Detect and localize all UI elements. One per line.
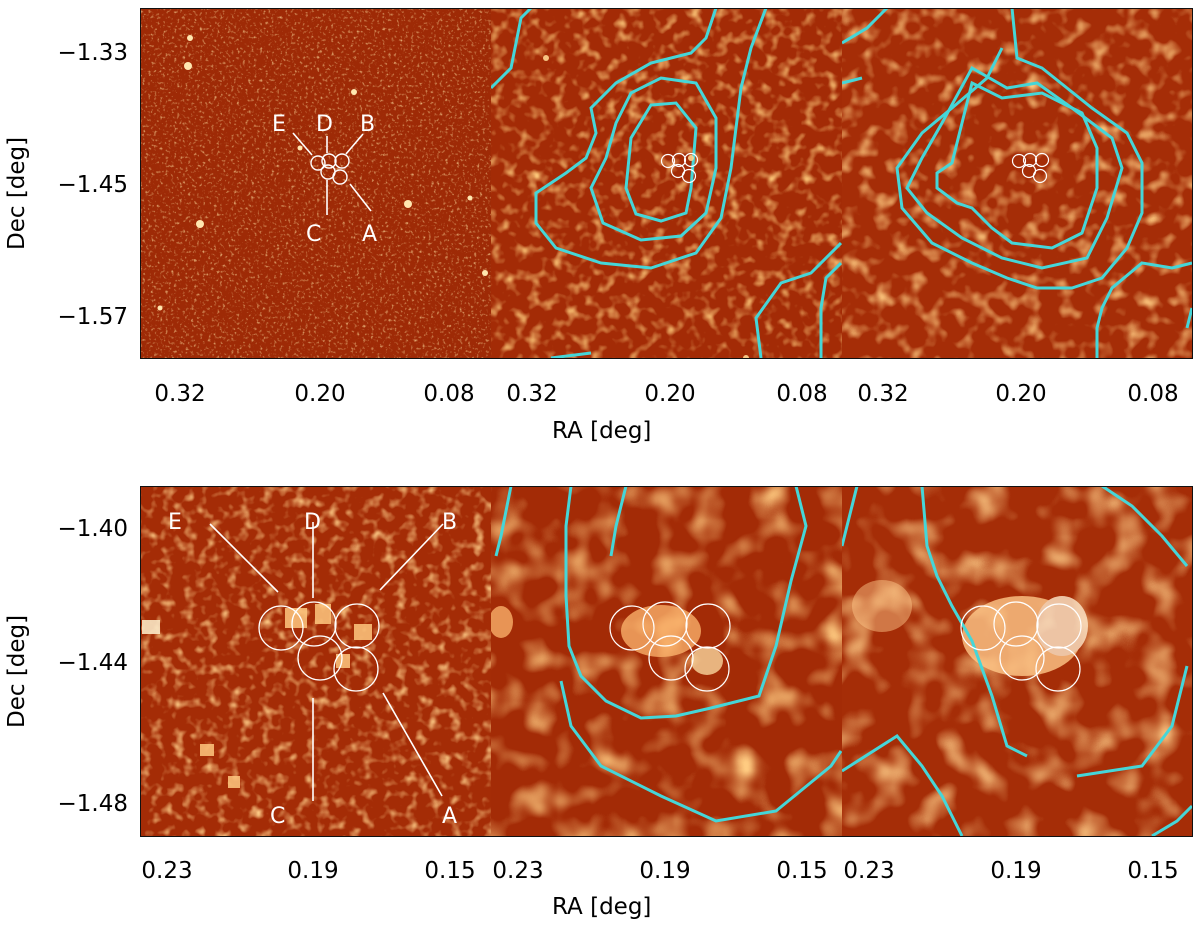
pointer-lines — [209, 522, 444, 801]
source-label-c: C — [306, 222, 322, 247]
source-circles — [1011, 152, 1050, 184]
bottom-ra-tick-2c: 0.19 — [990, 858, 1042, 884]
top-dec-axis-label: Dec [deg] — [4, 136, 30, 250]
contour-lines — [494, 486, 842, 823]
source-label-d: D — [304, 510, 321, 535]
bottom-ra-axis-label: RA [deg] — [552, 894, 652, 920]
top-ra-tick-2b: 0.20 — [644, 381, 696, 407]
bottom-dec-tick-3: −1.48 — [57, 791, 128, 817]
bottom-ra-tick-3b: 0.15 — [776, 858, 828, 884]
bottom-ra-tick-3c: 0.15 — [1127, 858, 1179, 884]
contour-lines — [491, 8, 842, 359]
source-circles — [310, 153, 350, 185]
source-label-a: A — [362, 222, 378, 247]
top-ra-tick-1c: 0.32 — [857, 381, 909, 407]
top-ra-tick-3a: 0.08 — [423, 381, 475, 407]
top-dec-tick-2: −1.45 — [57, 172, 128, 198]
source-label-e: E — [272, 112, 286, 137]
source-label-e: E — [168, 510, 182, 535]
bottom-map-image-1 — [140, 486, 491, 837]
bottom-ra-tick-1c: 0.23 — [843, 858, 895, 884]
top-ra-tick-3c: 0.08 — [1127, 381, 1179, 407]
source-circles — [609, 601, 731, 692]
top-map-image-2 — [491, 8, 842, 359]
top-map-panel-2 — [491, 8, 842, 359]
pointer-lines — [292, 132, 372, 215]
bottom-map-panel-1: E D B C A — [140, 486, 491, 837]
bottom-ra-tick-1b: 0.23 — [492, 858, 544, 884]
contour-lines — [842, 8, 1193, 358]
top-ra-tick-1b: 0.32 — [506, 381, 558, 407]
top-map-panel-1: E D B C A — [140, 8, 491, 359]
top-map-image-3 — [842, 8, 1193, 359]
bottom-ra-tick-1a: 0.23 — [141, 858, 193, 884]
top-ra-axis-label: RA [deg] — [552, 418, 652, 444]
bottom-dec-tick-1: −1.40 — [57, 516, 128, 542]
source-label-c: C — [270, 804, 286, 829]
top-map-panel-3 — [842, 8, 1193, 359]
bottom-map-panel-2 — [491, 486, 842, 837]
bottom-ra-tick-2a: 0.19 — [287, 858, 339, 884]
bottom-ra-tick-3a: 0.15 — [424, 858, 476, 884]
top-dec-tick-3: −1.57 — [57, 304, 128, 330]
source-label-b: B — [442, 510, 458, 535]
source-circles — [960, 601, 1082, 692]
source-label-d: D — [316, 112, 333, 137]
top-ra-tick-2c: 0.20 — [995, 381, 1047, 407]
top-ra-tick-1a: 0.32 — [154, 381, 206, 407]
source-circles — [258, 601, 380, 692]
contour-lines — [842, 486, 1193, 837]
source-label-a: A — [442, 804, 458, 829]
bottom-dec-axis-label: Dec [deg] — [4, 614, 30, 728]
bottom-map-image-2 — [491, 486, 842, 837]
source-label-b: B — [360, 112, 376, 137]
top-ra-tick-3b: 0.08 — [776, 381, 828, 407]
top-ra-tick-2a: 0.20 — [294, 381, 346, 407]
bottom-dec-tick-2: −1.44 — [57, 650, 128, 676]
bottom-map-image-3 — [842, 486, 1193, 837]
top-dec-tick-1: −1.33 — [57, 40, 128, 66]
source-circles — [660, 152, 699, 184]
bottom-map-panel-3 — [842, 486, 1193, 837]
bottom-ra-tick-2b: 0.19 — [639, 858, 691, 884]
top-map-image-1 — [140, 8, 491, 359]
